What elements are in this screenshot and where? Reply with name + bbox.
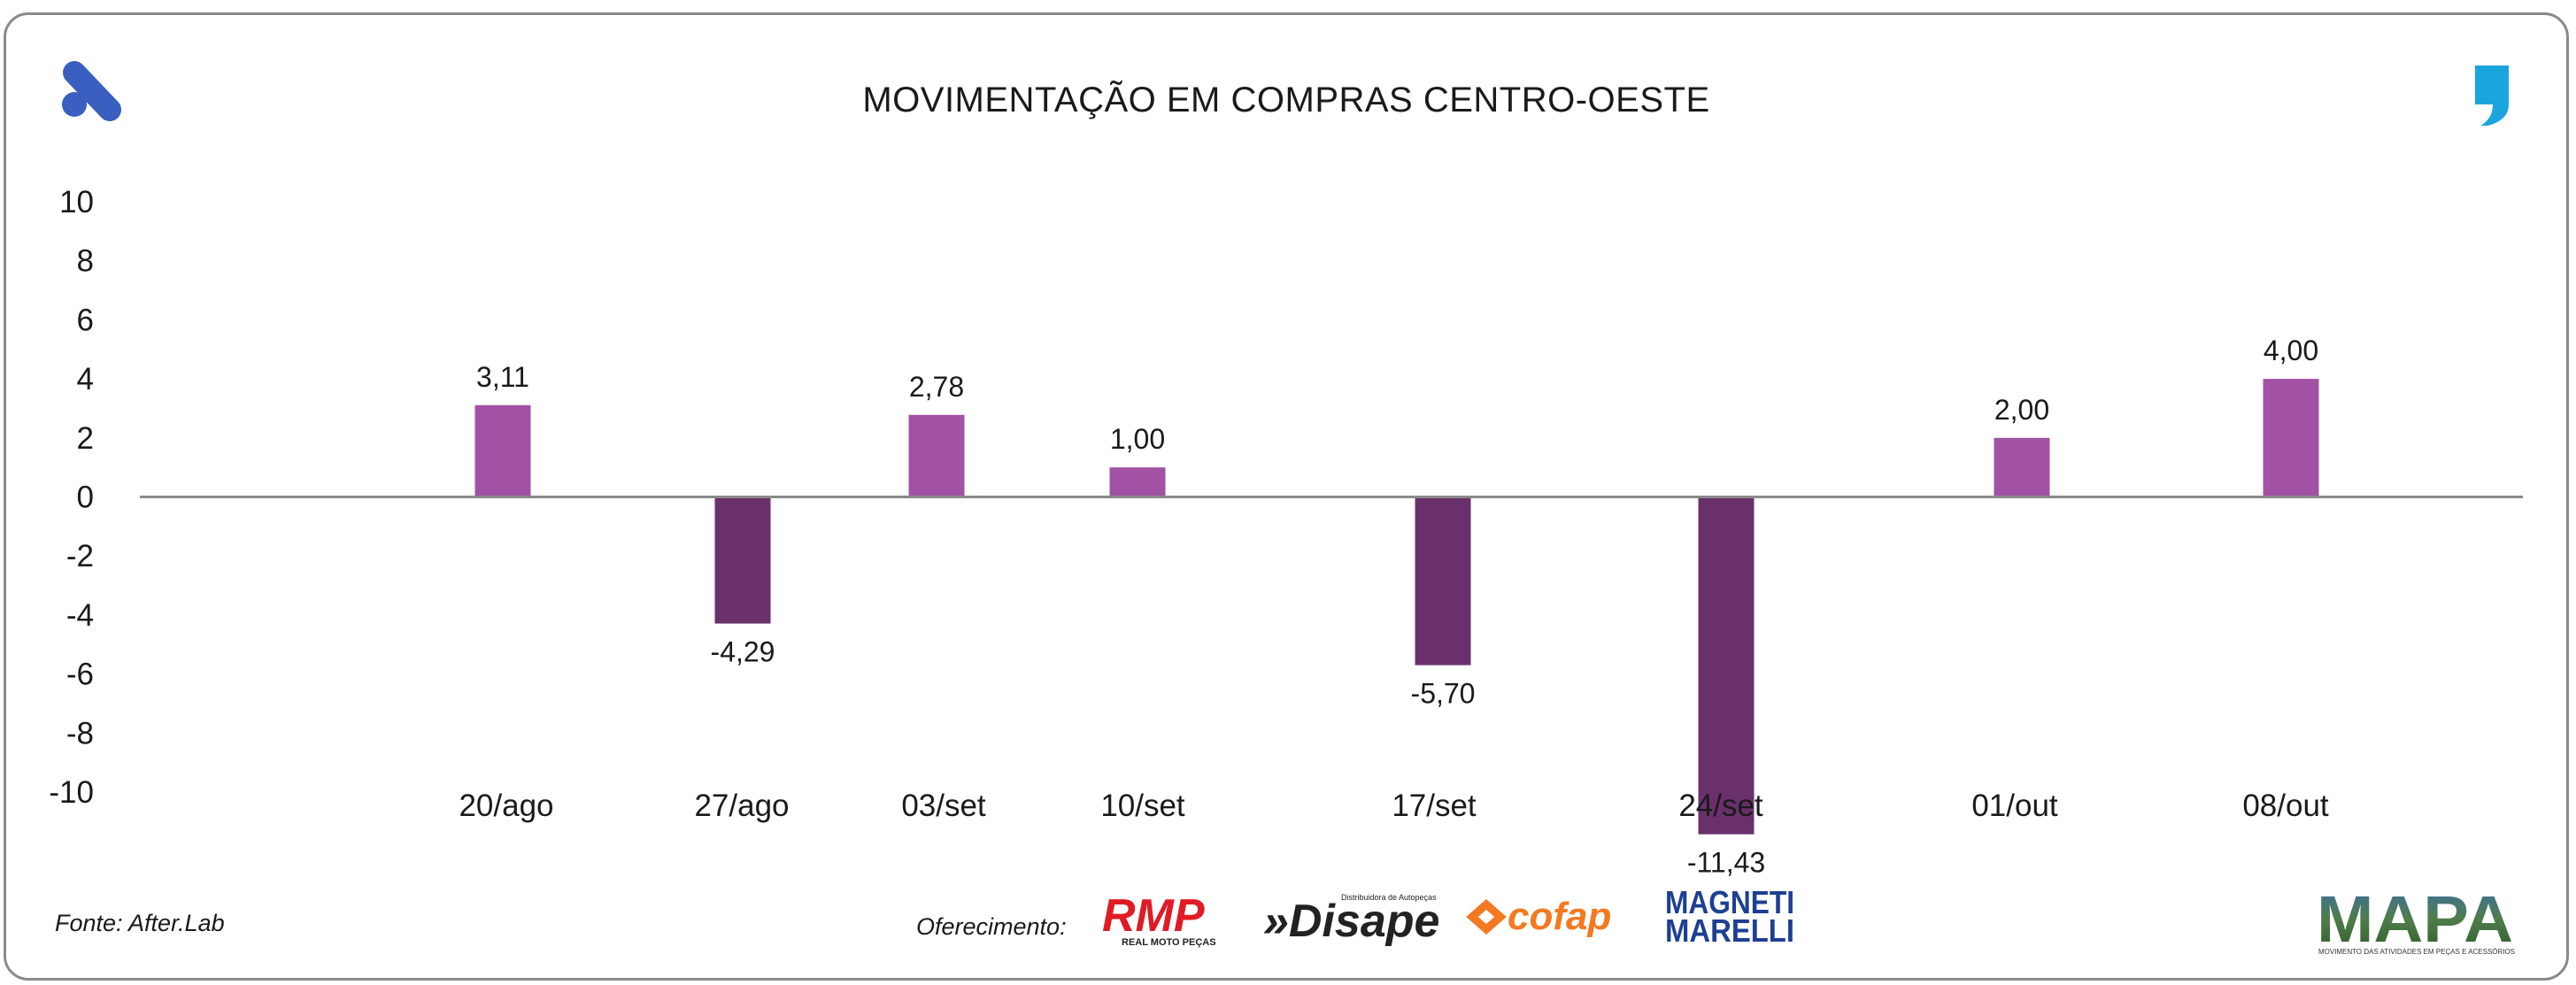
y-tick-label: -8 — [66, 716, 94, 750]
cofap-logo-icon — [1466, 899, 1507, 935]
x-tick-label: 27/ago — [694, 789, 789, 823]
mapa-tagline: MOVIMENTO DAS ATIVIDADES EM PEÇAS E ACES… — [2318, 948, 2515, 956]
bar-08/out — [2263, 379, 2319, 497]
value-label: 1,00 — [1110, 423, 1165, 455]
rmp-logo-subtext: REAL MOTO PEÇAS — [1122, 937, 1216, 948]
value-label: -4,29 — [711, 636, 775, 668]
value-label: 4,00 — [2264, 335, 2318, 366]
bar-20/ago — [474, 404, 531, 497]
bar-17/set — [1415, 496, 1471, 666]
disape-logo: »Disape Distribuidora de Autopeças — [1263, 893, 1439, 947]
magneti-logo-text: MAGNETI — [1665, 884, 1794, 920]
value-label: -11,43 — [1687, 847, 1765, 879]
disape-logo-text: »Disape — [1263, 896, 1439, 947]
value-label: -5,70 — [1411, 678, 1476, 710]
bar-24/set — [1698, 496, 1755, 835]
y-tick-label: -6 — [66, 658, 94, 692]
bar-10/set — [1109, 467, 1166, 497]
y-tick-label: 0 — [77, 481, 94, 515]
y-tick-label: 8 — [77, 244, 94, 279]
mapa-logo-text: MAPA — [2317, 882, 2513, 956]
x-tick-label: 08/out — [2242, 789, 2329, 823]
y-tick-label: -4 — [66, 598, 94, 633]
source-text: Fonte: After.Lab — [55, 910, 225, 936]
rmp-logo-text: RMP — [1102, 890, 1205, 942]
bar-27/ago — [714, 496, 771, 624]
value-label: 2,78 — [909, 371, 964, 403]
magneti-marelli-logo: MAGNETI MARELLI — [1665, 884, 1794, 949]
x-tick-label: 10/set — [1100, 789, 1185, 823]
x-tick-label: 01/out — [1971, 789, 2058, 823]
bar-01/out — [1994, 437, 2050, 497]
disape-logo-subtext: Distribuidora de Autopeças — [1341, 893, 1437, 902]
cofap-logo-text: cofap — [1508, 895, 1611, 938]
y-tick-label: 6 — [77, 303, 94, 337]
after-lab-logo-icon — [62, 61, 121, 121]
value-label: 3,11 — [476, 361, 529, 393]
quote-logo-icon — [2475, 65, 2509, 126]
y-tick-label: 4 — [77, 362, 94, 396]
chart-title: MOVIMENTAÇÃO EM COMPRAS CENTRO-OESTE — [862, 80, 1709, 119]
cofap-logo: cofap — [1466, 895, 1611, 938]
y-tick-label: 2 — [77, 421, 94, 456]
bar-03/set — [908, 414, 965, 497]
x-tick-label: 17/set — [1392, 789, 1477, 823]
sponsor-label: Oferecimento: — [916, 913, 1067, 940]
y-tick-label: 10 — [59, 185, 94, 219]
x-tick-label: 20/ago — [459, 789, 553, 823]
y-tick-label: -10 — [49, 775, 94, 810]
x-tick-label: 24/set — [1678, 789, 1763, 823]
x-tick-label: 03/set — [901, 789, 986, 823]
mapa-logo: MAPA MOVIMENTO DAS ATIVIDADES EM PEÇAS E… — [2317, 882, 2515, 956]
marelli-logo-text: MARELLI — [1665, 912, 1794, 949]
y-tick-label: -2 — [66, 539, 94, 573]
rmp-logo: RMP REAL MOTO PEÇAS — [1102, 890, 1216, 948]
value-label: 2,00 — [1994, 394, 2049, 426]
